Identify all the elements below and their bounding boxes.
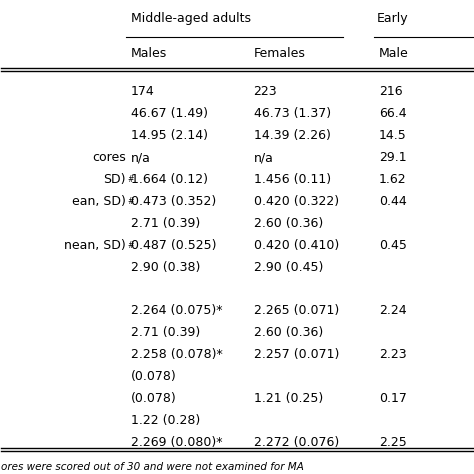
Text: (0.078): (0.078) (131, 392, 176, 405)
Text: 2.269 (0.080)*: 2.269 (0.080)* (131, 436, 222, 449)
Text: #: # (128, 175, 134, 184)
Text: 0.17: 0.17 (379, 392, 407, 405)
Text: 66.4: 66.4 (379, 108, 406, 120)
Text: SD): SD) (103, 173, 126, 186)
Text: 216: 216 (379, 85, 402, 99)
Text: 14.95 (2.14): 14.95 (2.14) (131, 129, 208, 142)
Text: nean, SD): nean, SD) (64, 239, 126, 252)
Text: 2.60 (0.36): 2.60 (0.36) (254, 217, 323, 230)
Text: 2.71 (0.39): 2.71 (0.39) (131, 327, 200, 339)
Text: Females: Females (254, 47, 305, 60)
Text: 2.258 (0.078)*: 2.258 (0.078)* (131, 348, 222, 361)
Text: 1.664 (0.12): 1.664 (0.12) (131, 173, 208, 186)
Text: Males: Males (131, 47, 167, 60)
Text: 1.456 (0.11): 1.456 (0.11) (254, 173, 331, 186)
Text: 14.39 (2.26): 14.39 (2.26) (254, 129, 330, 142)
Text: 0.420 (0.410): 0.420 (0.410) (254, 239, 339, 252)
Text: #: # (128, 197, 134, 206)
Text: 2.71 (0.39): 2.71 (0.39) (131, 217, 200, 230)
Text: 2.272 (0.076): 2.272 (0.076) (254, 436, 339, 449)
Text: 2.264 (0.075)*: 2.264 (0.075)* (131, 304, 222, 318)
Text: 2.257 (0.071): 2.257 (0.071) (254, 348, 339, 361)
Text: 223: 223 (254, 85, 277, 99)
Text: (0.078): (0.078) (131, 370, 176, 383)
Text: Male: Male (379, 47, 409, 60)
Text: n/a: n/a (254, 151, 273, 164)
Text: 29.1: 29.1 (379, 151, 406, 164)
Text: 0.420 (0.322): 0.420 (0.322) (254, 195, 338, 208)
Text: 174: 174 (131, 85, 155, 99)
Text: 2.265 (0.071): 2.265 (0.071) (254, 304, 339, 318)
Text: ores were scored out of 30 and were not examined for MA: ores were scored out of 30 and were not … (0, 463, 303, 473)
Text: 1.21 (0.25): 1.21 (0.25) (254, 392, 323, 405)
Text: n/a: n/a (131, 151, 151, 164)
Text: cores: cores (92, 151, 126, 164)
Text: 46.67 (1.49): 46.67 (1.49) (131, 108, 208, 120)
Text: 0.44: 0.44 (379, 195, 407, 208)
Text: 2.60 (0.36): 2.60 (0.36) (254, 327, 323, 339)
Text: 0.45: 0.45 (379, 239, 407, 252)
Text: ean, SD): ean, SD) (72, 195, 126, 208)
Text: 0.473 (0.352): 0.473 (0.352) (131, 195, 216, 208)
Text: 14.5: 14.5 (379, 129, 407, 142)
Text: 2.90 (0.45): 2.90 (0.45) (254, 261, 323, 273)
Text: 2.90 (0.38): 2.90 (0.38) (131, 261, 200, 273)
Text: #: # (128, 241, 134, 250)
Text: 1.62: 1.62 (379, 173, 406, 186)
Text: 2.23: 2.23 (379, 348, 406, 361)
Text: 46.73 (1.37): 46.73 (1.37) (254, 108, 331, 120)
Text: Middle-aged adults: Middle-aged adults (131, 12, 251, 25)
Text: 0.487 (0.525): 0.487 (0.525) (131, 239, 216, 252)
Text: Early: Early (376, 12, 408, 25)
Text: 2.24: 2.24 (379, 304, 406, 318)
Text: 1.22 (0.28): 1.22 (0.28) (131, 414, 200, 427)
Text: 2.25: 2.25 (379, 436, 407, 449)
